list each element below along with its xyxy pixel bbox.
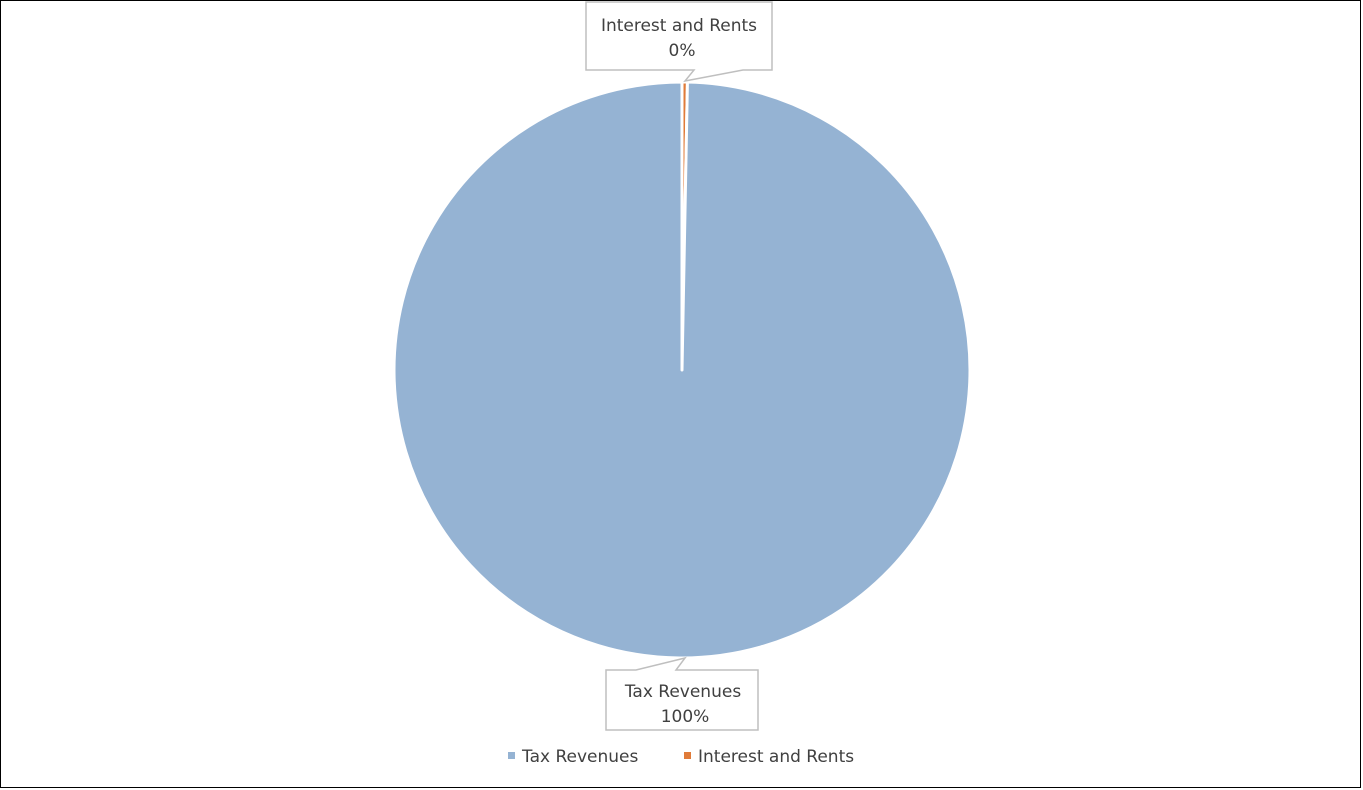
legend-label-interest-and-rents: Interest and Rents — [698, 747, 854, 767]
legend-swatch-tax-revenues — [508, 752, 515, 759]
data-label-percent: 100% — [661, 707, 710, 727]
data-label-tax-revenues: Tax Revenues 100% — [605, 656, 759, 731]
callout-box-interest-and-rents — [585, 1, 773, 83]
pie-slice-tax-revenues — [392, 80, 972, 660]
legend-label-tax-revenues: Tax Revenues — [521, 747, 638, 767]
pie-slices — [392, 80, 972, 660]
legend-swatch-interest-and-rents — [684, 752, 691, 759]
data-label-category: Interest and Rents — [601, 16, 757, 36]
data-label-category: Tax Revenues — [624, 682, 741, 702]
data-label-interest-and-rents: Interest and Rents 0% — [585, 1, 773, 83]
data-label-percent: 0% — [669, 41, 696, 61]
legend: Tax Revenues Interest and Rents — [508, 747, 854, 767]
callout-box-tax-revenues — [605, 656, 759, 731]
